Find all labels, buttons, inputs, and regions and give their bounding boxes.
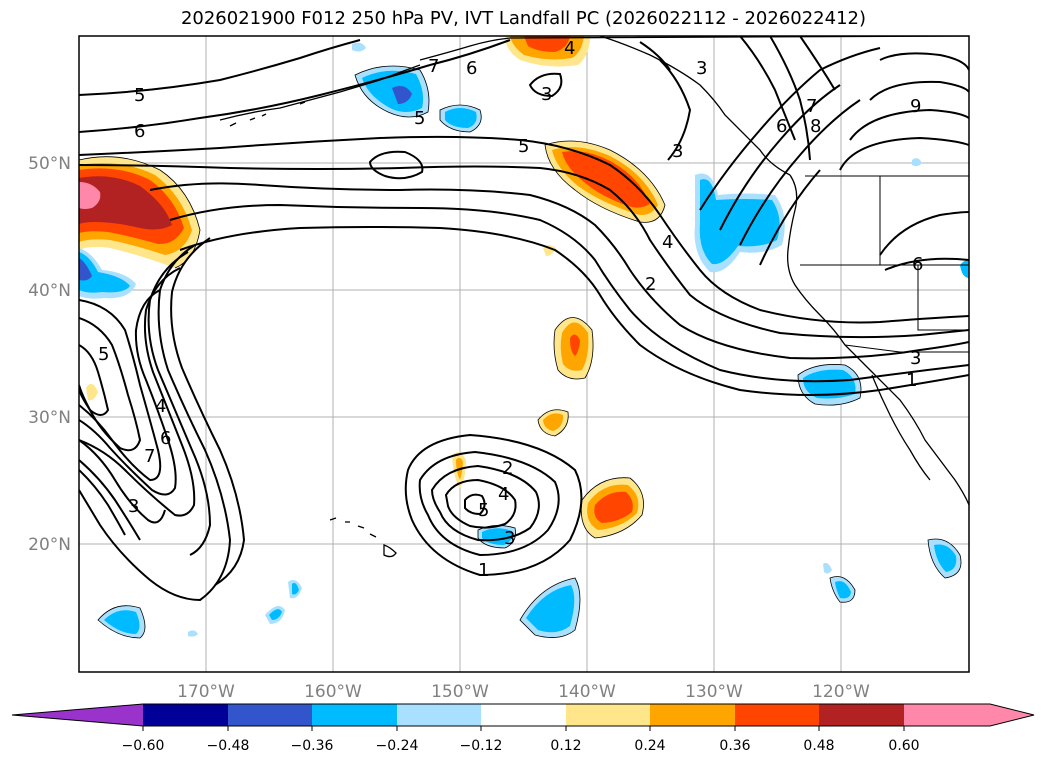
colorbar-segment xyxy=(650,704,735,726)
contour-label: 3 xyxy=(696,58,707,79)
colorbar-tick-label: −0.24 xyxy=(376,738,419,754)
contour-label: 4 xyxy=(564,38,575,59)
latitude-labels: 50°N 40°N 30°N 20°N xyxy=(28,154,71,555)
contour-label: 3 xyxy=(504,528,515,549)
lon-label: 130°W xyxy=(685,682,743,702)
colorbar-tick-label: 0.60 xyxy=(888,738,919,754)
colorbar-segment xyxy=(819,704,904,726)
colorbar-tick-label: 0.48 xyxy=(803,738,834,754)
contour-label: 7 xyxy=(428,56,439,77)
lat-label: 30°N xyxy=(28,408,71,428)
contour-label: 5 xyxy=(518,136,529,157)
lon-label: 140°W xyxy=(558,682,616,702)
contour-label: 2 xyxy=(645,274,656,295)
colorbar-segment xyxy=(143,704,228,726)
map-border xyxy=(78,35,970,673)
contour-label: 5 xyxy=(134,85,145,106)
lat-label: 40°N xyxy=(28,281,71,301)
contour-label: 5 xyxy=(98,344,109,365)
pv-positive-shading xyxy=(79,36,665,538)
pv-negative-shading xyxy=(79,42,969,638)
contour-label: 7 xyxy=(806,96,817,117)
colorbar-tick-label: 0.12 xyxy=(550,738,581,754)
contour-label: 1 xyxy=(478,560,489,581)
contour-label: 4 xyxy=(498,484,509,505)
colorbar-segment xyxy=(735,704,819,726)
contour-label: 5 xyxy=(478,500,489,521)
contour-label: 9 xyxy=(910,96,921,117)
contour-label: 7 xyxy=(144,446,155,467)
colorbar-tick-label: −0.36 xyxy=(291,738,334,754)
colorbar-tick-label: 0.36 xyxy=(719,738,750,754)
contour-label: 3 xyxy=(541,84,552,105)
contour-label: 3 xyxy=(672,141,683,162)
contour-label: 1 xyxy=(906,370,917,391)
lon-label: 150°W xyxy=(431,682,489,702)
contour-label-group: 5 6 7 6 4 3 3 5 5 3 7 8 6 9 4 2 6 3 1 5 xyxy=(98,38,923,581)
contour-label: 6 xyxy=(466,58,477,79)
contour-label: 6 xyxy=(912,254,923,275)
colorbar: −0.60 −0.48 −0.36 −0.24 −0.12 0.12 0.24 … xyxy=(11,703,1035,754)
colorbar-segment xyxy=(228,704,312,726)
lat-label: 20°N xyxy=(28,535,71,555)
contour-label: 6 xyxy=(160,428,171,449)
colorbar-segment xyxy=(312,704,397,726)
lon-label: 160°W xyxy=(304,682,362,702)
colorbar-extend-high xyxy=(904,704,1034,726)
colorbar-tick-label: −0.48 xyxy=(207,738,250,754)
colorbar-segment xyxy=(481,704,566,726)
colorbar-segment xyxy=(397,704,481,726)
lat-label: 50°N xyxy=(28,154,71,174)
contour-label: 5 xyxy=(414,108,425,129)
colorbar-segment xyxy=(566,704,650,726)
gridlines xyxy=(79,36,969,672)
colorbar-extend-low xyxy=(12,704,143,726)
contour-label: 4 xyxy=(662,232,673,253)
colorbar-tick-label: −0.60 xyxy=(122,738,165,754)
contour-label: 6 xyxy=(134,121,145,142)
ivt-contours xyxy=(79,36,969,602)
lon-label: 170°W xyxy=(177,682,235,702)
contour-label: 3 xyxy=(128,496,139,517)
colorbar-tick-label: −0.12 xyxy=(460,738,503,754)
lon-label: 120°W xyxy=(812,682,870,702)
contour-label: 8 xyxy=(810,116,821,137)
longitude-labels: 170°W 160°W 150°W 140°W 130°W 120°W xyxy=(177,682,870,702)
figure-title: 2026021900 F012 250 hPa PV, IVT Landfall… xyxy=(180,8,867,29)
contour-label: 3 xyxy=(910,348,921,369)
contour-label: 6 xyxy=(776,116,787,137)
contour-label: 4 xyxy=(155,396,166,417)
contour-label: 2 xyxy=(502,458,513,479)
colorbar-tick-label: 0.24 xyxy=(634,738,665,754)
map-panel xyxy=(79,36,969,672)
coastlines xyxy=(219,36,969,558)
